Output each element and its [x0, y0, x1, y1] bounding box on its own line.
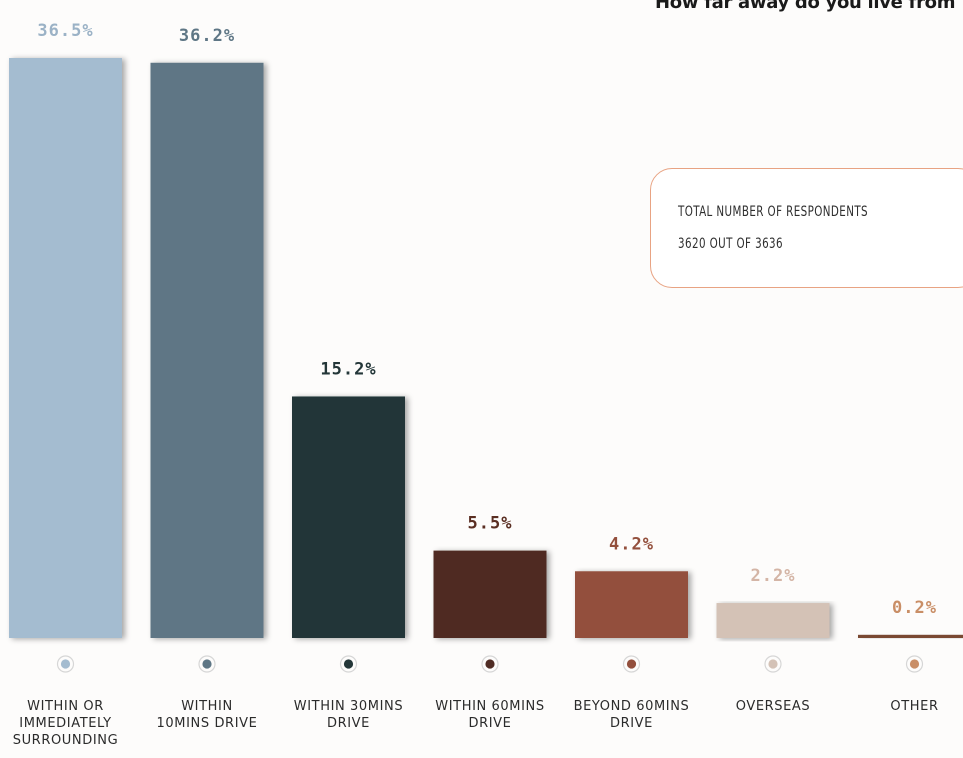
category-dots-group [56, 655, 924, 673]
category-label-3: WITHIN 60MINS DRIVE [435, 699, 544, 731]
bar-2 [292, 396, 405, 638]
category-label-2: WITHIN 30MINS DRIVE [294, 699, 403, 731]
respondents-note-box [650, 168, 963, 288]
bar-4 [575, 571, 688, 638]
category-dot-0 [60, 659, 71, 669]
bars-group [9, 58, 963, 638]
category-labels-group: WITHIN OR IMMEDIATELY SURROUNDING WITHIN 10M… [13, 699, 938, 748]
value-label-0: 36.5% [37, 21, 93, 41]
value-labels-group: 36.5% 36.2% 15.2% 5.5% 4.2% 2.2% 0.2% [37, 21, 937, 618]
category-dot-5 [768, 659, 778, 669]
respondents-note-line-1: TOTAL NUMBER OF RESPONDENTS [678, 204, 869, 220]
category-dot-2 [343, 659, 354, 669]
category-dot-6 [909, 659, 920, 669]
category-label-4: BEYOND 60MINS DRIVE [574, 699, 690, 731]
chart-title: How far away do you live from [655, 0, 956, 13]
category-label-6: OTHER [890, 699, 938, 714]
category-dot-1 [202, 659, 212, 669]
respondents-note-line-2: 3620 OUT OF 3636 [678, 236, 784, 252]
category-label-0: WITHIN OR IMMEDIATELY SURROUNDING [13, 699, 119, 748]
value-label-1: 36.2% [179, 26, 235, 46]
value-label-2: 15.2% [320, 359, 376, 379]
bar-6 [858, 634, 963, 638]
category-dot-4 [626, 659, 637, 669]
bar-3 [433, 550, 547, 638]
value-label-3: 5.5% [468, 514, 513, 534]
bar-5 [716, 603, 830, 638]
bar-0 [9, 58, 122, 638]
value-label-4: 4.2% [609, 534, 654, 554]
value-label-5: 2.2% [751, 566, 796, 586]
value-label-6: 0.2% [892, 598, 937, 618]
category-label-1: WITHIN 10MINS DRIVE [157, 699, 258, 731]
category-dot-3 [485, 659, 495, 669]
bar-1 [150, 62, 264, 638]
category-label-5: OVERSEAS [736, 699, 811, 714]
